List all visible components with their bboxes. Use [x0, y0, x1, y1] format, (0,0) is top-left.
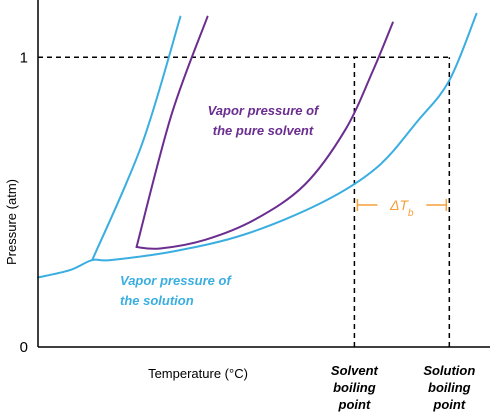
curve-labels: Vapor pressure of the pure solvent Vapor p…: [120, 103, 320, 308]
solution-boiling-point-label: Solution: [423, 363, 475, 378]
solution-boiling-point-label: point: [432, 397, 465, 412]
series-line-2: [91, 15, 182, 262]
x-axis-label: Temperature (°C): [148, 366, 248, 381]
axes-group: [37, 0, 490, 348]
y-tick-label: 0: [20, 339, 28, 356]
series-line-0: [135, 21, 394, 250]
series-label-0: Vapor pressure of: [208, 103, 320, 118]
series-label-1: the solution: [120, 293, 194, 308]
series-label-1: Vapor pressure of: [120, 273, 232, 288]
solution-boiling-point-label: boiling: [428, 380, 471, 395]
tick-labels: 01: [20, 49, 28, 356]
delta-tb-label: ΔTb: [389, 197, 414, 219]
solvent-boiling-point-label: point: [338, 397, 371, 412]
series-label-0: the pure solvent: [213, 123, 314, 138]
series-line-1: [37, 12, 478, 279]
solvent-boiling-point-label: Solvent: [331, 363, 379, 378]
curves-group: [37, 12, 478, 279]
reference-lines: [38, 56, 451, 347]
y-axis-label: Pressure (atm): [4, 179, 19, 265]
series-line-3: [135, 15, 209, 249]
boiling-point-labels: Solvent boiling point Solution boiling point: [331, 363, 475, 412]
delta-tb-subscript: b: [408, 208, 414, 219]
solvent-boiling-point-label: boiling: [333, 380, 376, 395]
y-tick-label: 1: [20, 49, 28, 66]
delta-tb-annotation: ΔTb: [356, 197, 448, 219]
